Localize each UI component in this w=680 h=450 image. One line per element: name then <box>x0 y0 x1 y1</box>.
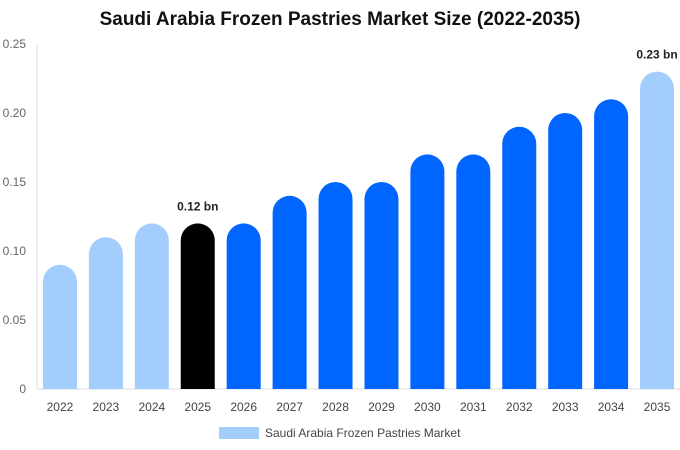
chart-title: Saudi Arabia Frozen Pastries Market Size… <box>99 9 581 30</box>
bar-2033 <box>548 113 583 389</box>
x-tick-label: 2022 <box>47 400 74 414</box>
bar-2025 <box>180 223 215 389</box>
x-tick-label: 2030 <box>414 400 441 414</box>
bar-2028 <box>318 182 353 389</box>
legend-label: Saudi Arabia Frozen Pastries Market <box>265 426 461 440</box>
x-tick-label: 2035 <box>644 400 671 414</box>
x-tick-label: 2033 <box>552 400 579 414</box>
y-tick-label: 0.10 <box>3 244 27 258</box>
chart-bars <box>42 71 675 389</box>
x-tick-label: 2026 <box>230 400 257 414</box>
y-tick-label: 0.25 <box>3 37 27 51</box>
legend-swatch <box>219 427 259 439</box>
bar-2022 <box>42 264 77 389</box>
chart-legend: Saudi Arabia Frozen Pastries Market <box>219 426 460 440</box>
x-tick-label: 2029 <box>368 400 395 414</box>
x-tick-label: 2025 <box>184 400 211 414</box>
y-tick-label: 0.05 <box>3 313 27 327</box>
x-tick-label: 2028 <box>322 400 349 414</box>
data-label: 0.12 bn <box>177 199 218 213</box>
bar-2023 <box>88 237 123 389</box>
y-tick-label: 0.20 <box>3 106 27 120</box>
x-tick-label: 2032 <box>506 400 533 414</box>
bar-2032 <box>502 126 537 389</box>
bar-2024 <box>134 223 169 389</box>
bar-2034 <box>594 99 629 389</box>
x-tick-label: 2034 <box>598 400 625 414</box>
x-tick-label: 2024 <box>138 400 165 414</box>
x-tick-label: 2027 <box>276 400 303 414</box>
bar-2027 <box>272 195 307 389</box>
y-tick-label: 0.15 <box>3 175 27 189</box>
bar-2030 <box>410 154 445 389</box>
data-label: 0.23 bn <box>636 48 677 62</box>
bar-2026 <box>226 223 261 389</box>
chart-labels: 2022 2023 2024 2025 2026 2027 2028 2029 2030 2031… <box>47 48 678 414</box>
x-tick-label: 2023 <box>93 400 120 414</box>
bar-2029 <box>364 182 399 389</box>
bar-2035 <box>640 71 675 389</box>
bar-2031 <box>456 154 491 389</box>
chart-axes: 0 0.05 0.10 0.15 0.20 0.25 <box>3 37 680 396</box>
y-tick-label: 0 <box>19 382 26 396</box>
x-tick-label: 2031 <box>460 400 487 414</box>
